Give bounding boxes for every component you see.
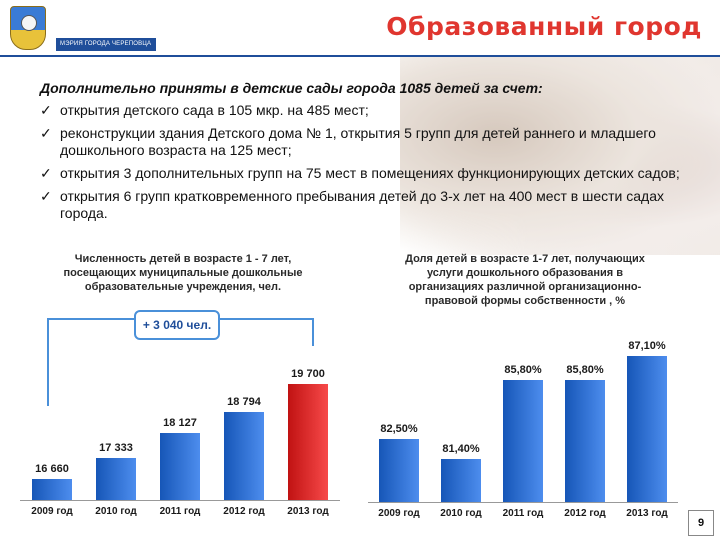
bar-value-label: 16 660 (35, 463, 69, 476)
bar-value-label: 85,80% (504, 363, 542, 376)
chart-bar (503, 379, 543, 502)
brand-title: Образованный город (386, 12, 702, 41)
checkmark-icon: ✓ (40, 125, 52, 141)
bullet-item: ✓ открытия 6 групп кратковременного преб… (40, 188, 700, 222)
chart-bar (224, 412, 264, 500)
bar-value-label: 19 700 (291, 367, 325, 380)
children-photo (400, 55, 720, 255)
bullet-text: реконструкции здания Детского дома № 1, … (60, 125, 656, 158)
bar-value-label: 17 333 (99, 442, 133, 455)
header-divider (0, 55, 720, 57)
callout-connector-top-right (220, 318, 314, 320)
callout-connector-top-left (47, 318, 135, 320)
category-label: 2011 год (502, 508, 544, 519)
chart-baseline (20, 500, 340, 501)
coat-of-arms-icon (10, 6, 46, 50)
bullet-text: открытия 6 групп кратковременного пребыв… (60, 188, 665, 221)
chart-bar (160, 433, 200, 500)
category-label: 2010 год (440, 508, 482, 519)
bullet-item: ✓ реконструкции здания Детского дома № 1… (40, 125, 700, 159)
header: МЭРИЯ ГОРОДА ЧЕРЕПОВЦА Образованный горо… (0, 0, 720, 62)
chart-bar (32, 479, 72, 500)
category-label: 2012 год (223, 506, 265, 517)
callout-connector-left (47, 318, 49, 406)
chart-baseline (368, 502, 678, 503)
bullet-text: открытия детского сада в 105 мкр. на 485… (60, 102, 369, 118)
chart-right-title: Доля детей в возрасте 1-7 лет, получающи… (405, 253, 645, 307)
chart-bar (627, 356, 667, 502)
bar-value-label: 18 127 (163, 417, 197, 430)
category-label: 2009 год (31, 506, 73, 517)
category-label: 2011 год (159, 506, 201, 517)
bullet-text: открытия 3 дополнительных групп на 75 ме… (60, 165, 680, 181)
bar-value-label: 87,10% (628, 340, 666, 353)
category-label: 2009 год (378, 508, 420, 519)
bar-value-label: 18 794 (227, 396, 261, 409)
category-label: 2013 год (626, 508, 668, 519)
chart-bar (441, 458, 481, 502)
callout-connector-right (312, 318, 314, 346)
increase-callout: + 3 040 чел. (134, 310, 220, 340)
lead-text: Дополнительно приняты в детские сады гор… (40, 80, 543, 96)
bar-value-label: 81,40% (442, 442, 480, 455)
checkmark-icon: ✓ (40, 102, 52, 118)
checkmark-icon: ✓ (40, 188, 52, 204)
page-number: 9 (688, 510, 714, 536)
bar-value-label: 82,50% (380, 423, 418, 435)
category-label: 2013 год (287, 506, 329, 517)
bar-value-label: 85,80% (566, 363, 604, 376)
chart-left-title: Численность детей в возрасте 1 - 7 лет, … (63, 253, 303, 293)
category-label: 2012 год (564, 508, 606, 519)
chart-bar (565, 379, 605, 502)
chart-bar (96, 458, 136, 500)
chart-bar (288, 383, 328, 500)
mayor-label: МЭРИЯ ГОРОДА ЧЕРЕПОВЦА (56, 38, 156, 51)
text-block: Дополнительно приняты в детские сады гор… (40, 80, 700, 228)
checkmark-icon: ✓ (40, 165, 52, 181)
bullet-item: ✓ открытия 3 дополнительных групп на 75 … (40, 165, 700, 182)
chart-bar (379, 439, 419, 502)
bullet-item: ✓ открытия детского сада в 105 мкр. на 4… (40, 102, 700, 119)
category-label: 2010 год (95, 506, 137, 517)
